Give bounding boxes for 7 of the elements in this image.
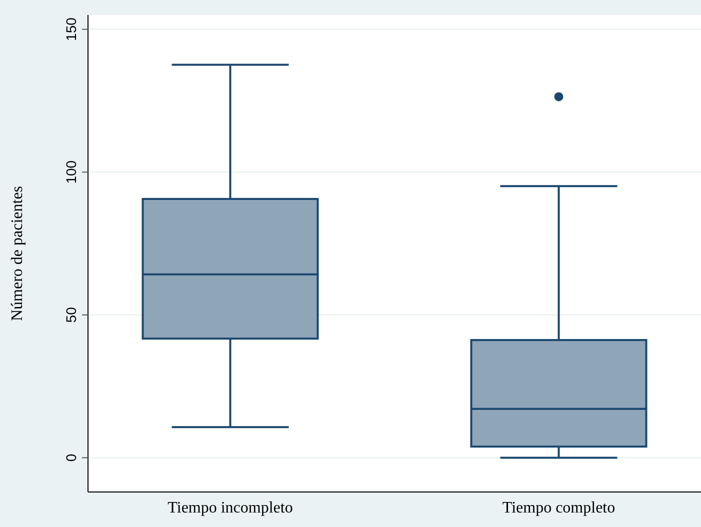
y-tick-label: 50 [63, 306, 79, 323]
y-tick-label: 100 [63, 160, 79, 184]
y-tick-label: 0 [63, 454, 79, 462]
x-tick-label: Tiempo completo [502, 500, 616, 517]
y-tick-label: 150 [63, 17, 79, 41]
y-axis-title: Número de pacientes [9, 186, 26, 322]
x-tick-label: Tiempo incompleto [168, 500, 293, 517]
